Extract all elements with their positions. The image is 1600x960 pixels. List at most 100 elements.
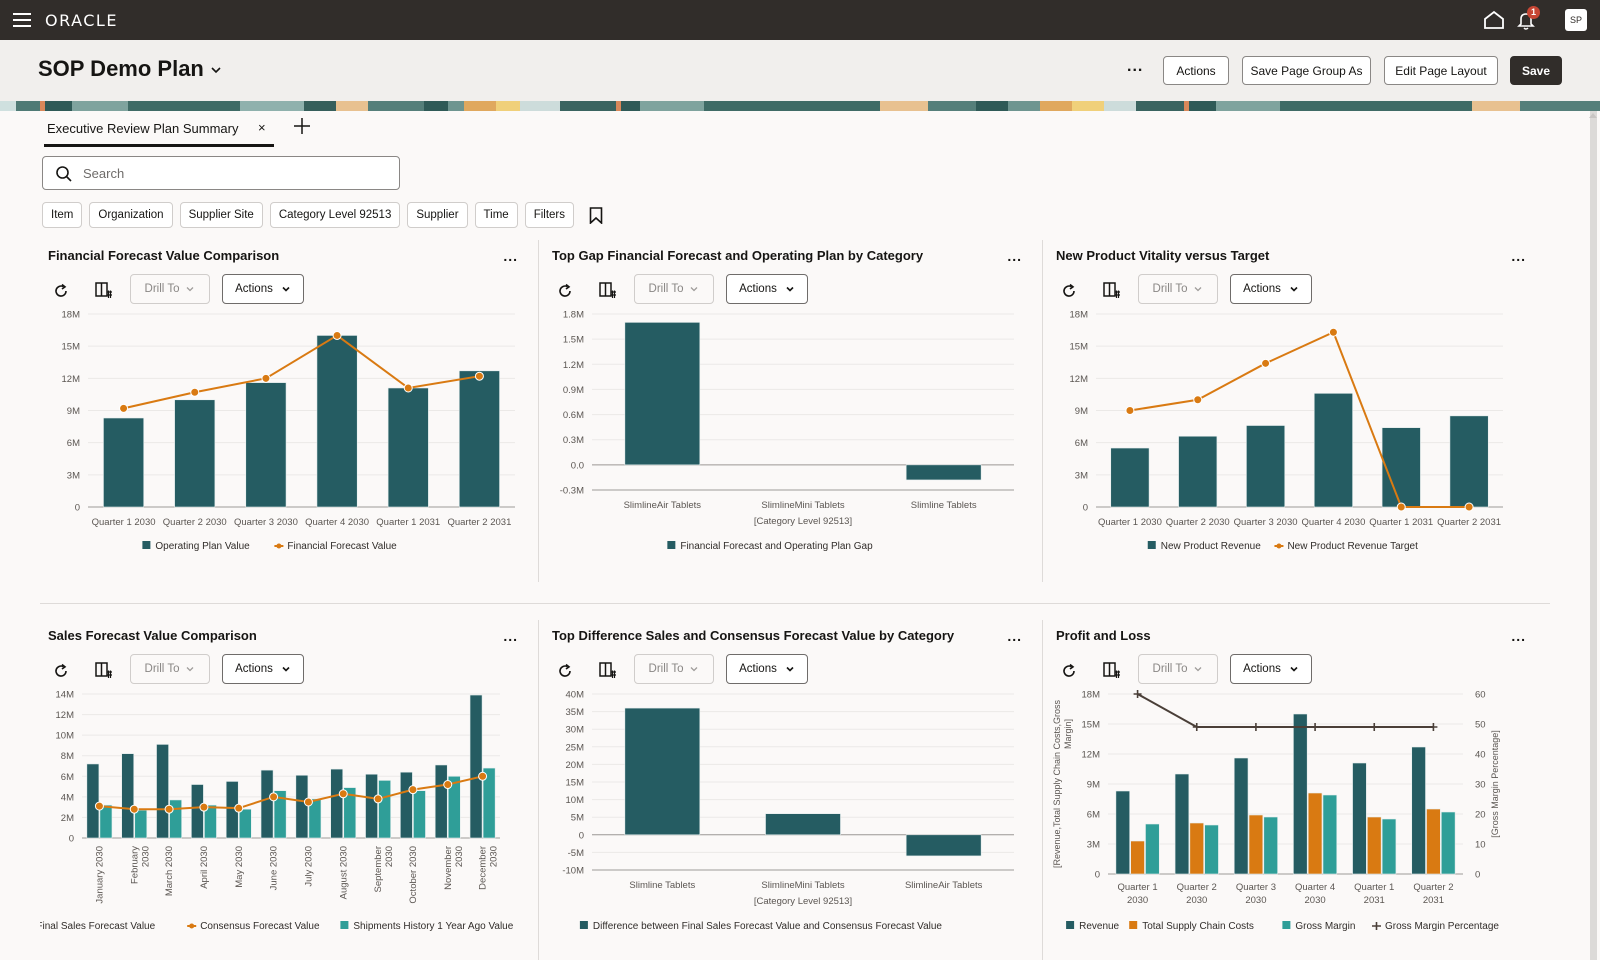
chart-title: Top Gap Financial Forecast and Operating…	[552, 248, 924, 263]
filter-supplier-site[interactable]: Supplier Site	[179, 202, 263, 228]
drill-to-dropdown[interactable]: Drill To	[1138, 654, 1218, 684]
chevron-down-icon	[187, 667, 194, 672]
bar	[316, 335, 358, 508]
series-line	[123, 334, 480, 410]
x-tick-label: Slimline Tablets	[911, 500, 977, 511]
y-tick-label: 1.2M	[563, 360, 584, 371]
view-table-icon[interactable]	[1103, 661, 1121, 679]
chart-actions-dropdown[interactable]: Actions	[222, 654, 304, 684]
refresh-icon[interactable]	[53, 663, 69, 679]
legend-label: Gross Margin Percentage	[1385, 921, 1499, 932]
tab-label: Executive Review Plan Summary	[47, 121, 239, 136]
chart: -0.3M 0.0 0.3M 0.6M 0.9M 1.2M 1.5M 1.8M Slimline…	[560, 310, 1014, 552]
hamburger-menu-icon[interactable]	[13, 13, 31, 27]
search-input[interactable]	[83, 163, 383, 183]
x-tick-label: Quarter 4 2030	[305, 517, 369, 528]
filter-item[interactable]: Item	[42, 202, 83, 228]
chart-actions-dropdown[interactable]: Actions	[1230, 654, 1312, 684]
y-tick-label: 5M	[571, 813, 584, 824]
bar	[1313, 393, 1353, 508]
y-tick-label: 6M	[1087, 810, 1100, 821]
y-tick-label: 0	[1083, 503, 1088, 514]
filter-organization[interactable]: Organization	[89, 202, 173, 228]
bar	[1449, 415, 1489, 508]
drill-to-label: Drill To	[1152, 663, 1188, 675]
panel-more-button[interactable]: ...	[1511, 628, 1526, 644]
add-tab-icon[interactable]	[293, 117, 311, 135]
refresh-icon[interactable]	[557, 663, 573, 679]
y-tick-label: 6M	[1075, 438, 1088, 449]
view-table-icon[interactable]	[599, 281, 617, 299]
bar	[1145, 823, 1160, 875]
bar	[1307, 792, 1323, 875]
bar	[447, 775, 461, 839]
view-table-icon[interactable]	[95, 661, 113, 679]
bar	[434, 764, 448, 839]
refresh-icon[interactable]	[53, 283, 69, 299]
x-axis-title: [Category Level 92513]	[754, 896, 852, 907]
panel-more-button[interactable]: ...	[503, 248, 518, 264]
drill-to-dropdown[interactable]: Drill To	[130, 654, 210, 684]
refresh-icon[interactable]	[557, 283, 573, 299]
actions-label: Actions	[739, 283, 777, 295]
view-table-icon[interactable]	[1103, 281, 1121, 299]
filter-filters[interactable]: Filters	[524, 202, 574, 228]
y-tick-label: 9M	[1075, 406, 1088, 417]
user-avatar[interactable]: SP	[1565, 9, 1587, 31]
x-tick-label: Quarter 1 2030	[1098, 517, 1162, 528]
chevron-down-icon[interactable]	[210, 64, 222, 76]
drill-to-dropdown[interactable]: Drill To	[130, 274, 210, 304]
chart-panel: Top Gap Financial Forecast and Operating…	[544, 240, 1034, 570]
y2-tick-label: 20	[1475, 810, 1486, 821]
scroll-up-arrow-icon[interactable]	[1589, 113, 1597, 118]
refresh-icon[interactable]	[1061, 283, 1077, 299]
y-tick-label: 9M	[67, 406, 80, 417]
save-page-group-as-button[interactable]: Save Page Group As	[1242, 56, 1371, 85]
bar	[413, 790, 426, 839]
edit-page-layout-button[interactable]: Edit Page Layout	[1384, 56, 1498, 85]
close-tab-icon[interactable]: ×	[258, 120, 266, 135]
scrollbar[interactable]	[1590, 111, 1597, 960]
chart-actions-dropdown[interactable]: Actions	[1230, 274, 1312, 304]
page-title[interactable]: SOP Demo Plan	[38, 56, 204, 81]
filter-supplier[interactable]: Supplier	[407, 202, 468, 228]
x-tick-label: Quarter 1 2031	[376, 517, 440, 528]
bar	[1322, 794, 1338, 875]
drill-to-dropdown[interactable]: Drill To	[1138, 274, 1218, 304]
panel-more-button[interactable]: ...	[1007, 248, 1022, 264]
series-line	[1137, 693, 1434, 728]
panel-more-button[interactable]: ...	[503, 628, 518, 644]
filter-category-level[interactable]: Category Level 92513	[269, 202, 401, 228]
data-point	[190, 387, 200, 397]
filter-time[interactable]: Time	[474, 202, 518, 228]
bar	[1411, 746, 1426, 875]
drill-to-dropdown[interactable]: Drill To	[634, 654, 714, 684]
home-icon[interactable]	[1483, 10, 1505, 30]
panel-more-button[interactable]: ...	[1511, 248, 1526, 264]
chart-actions-dropdown[interactable]: Actions	[222, 274, 304, 304]
bookmark-icon[interactable]	[589, 206, 603, 224]
y-tick-label: 18M	[62, 310, 81, 321]
chart-actions-dropdown[interactable]: Actions	[726, 274, 808, 304]
drill-to-dropdown[interactable]: Drill To	[634, 274, 714, 304]
refresh-icon[interactable]	[1061, 663, 1077, 679]
actions-button[interactable]: Actions	[1163, 56, 1229, 85]
legend-marker-swatch	[1276, 543, 1282, 549]
chevron-down-icon	[282, 286, 290, 292]
data-point-plus	[1429, 723, 1438, 731]
legend-swatch	[1129, 921, 1138, 929]
search-field[interactable]	[42, 156, 400, 190]
chart-actions-dropdown[interactable]: Actions	[726, 654, 808, 684]
data-point-plus	[1251, 723, 1260, 731]
data-point	[119, 403, 129, 413]
more-options-button[interactable]: ...	[1127, 58, 1144, 75]
view-table-icon[interactable]	[599, 661, 617, 679]
x-tick-label: November	[443, 846, 454, 890]
panel-more-button[interactable]: ...	[1007, 628, 1022, 644]
oracle-logo[interactable]: ORACLE	[45, 11, 118, 30]
view-table-icon[interactable]	[95, 281, 113, 299]
bell-icon[interactable]	[1516, 10, 1536, 30]
tab-executive-review-plan-summary[interactable]: Executive Review Plan Summary ×	[44, 119, 274, 147]
save-button[interactable]: Save	[1510, 56, 1562, 85]
x-tick-label: SlimlineAir Tablets	[905, 880, 983, 891]
